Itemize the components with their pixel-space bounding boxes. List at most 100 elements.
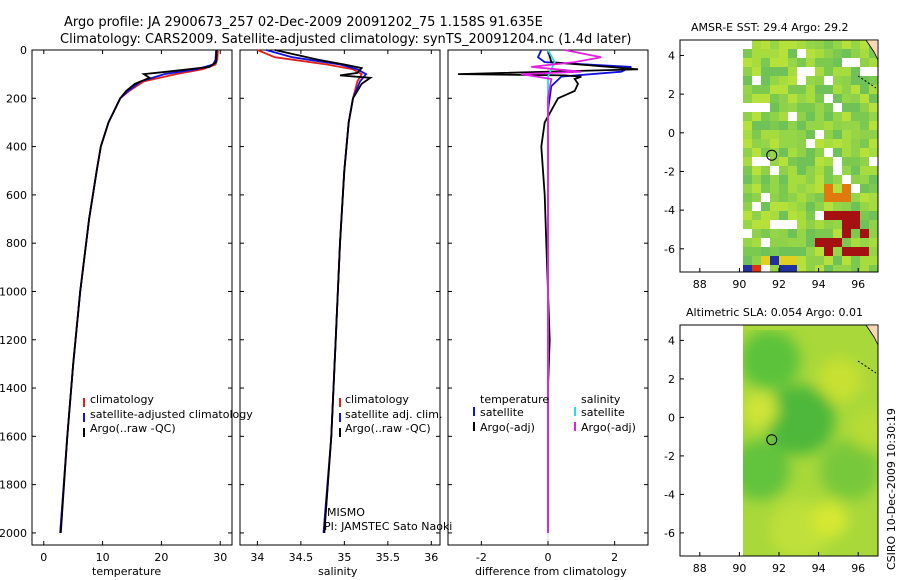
map-x-tick-label: 90 xyxy=(732,278,746,291)
legend-temperature-title: temperature xyxy=(480,393,549,406)
map-x-tick-label: 92 xyxy=(772,562,786,575)
sst-cell xyxy=(869,193,878,202)
sst-cell xyxy=(851,157,860,166)
sst-cell xyxy=(797,76,806,85)
sst-cell xyxy=(779,220,788,229)
map-y-tick-label: 0 xyxy=(668,411,675,424)
sst-cell xyxy=(797,85,806,94)
sst-cell xyxy=(815,193,824,202)
sst-cell xyxy=(833,166,842,175)
sst-cell xyxy=(743,121,752,130)
sst-cell xyxy=(860,67,869,76)
sst-cell xyxy=(833,247,842,256)
sst-cell xyxy=(842,211,851,220)
sst-cell xyxy=(842,220,851,229)
sst-cell xyxy=(869,67,878,76)
sst-cell xyxy=(797,49,806,58)
sst-cell xyxy=(770,157,779,166)
sst-cell xyxy=(824,229,833,238)
sst-cell xyxy=(815,85,824,94)
sst-cell xyxy=(824,202,833,211)
sst-cell xyxy=(806,121,815,130)
legend-sal-satellite-label: satellite xyxy=(581,406,625,419)
sst-cell xyxy=(752,211,761,220)
sst-map-axes: 88 90 92 94 96 4 2 0 -2 -4 -6 xyxy=(664,39,879,291)
sst-cell xyxy=(797,112,806,121)
sst-cell xyxy=(851,40,860,49)
sst-cell xyxy=(797,220,806,229)
sst-cell xyxy=(833,103,842,112)
sst-cell xyxy=(788,265,797,272)
sst-cell xyxy=(842,49,851,58)
sst-cell xyxy=(842,103,851,112)
sst-cell xyxy=(788,85,797,94)
sst-cell xyxy=(860,49,869,58)
sst-cell xyxy=(860,166,869,175)
sst-cell xyxy=(770,238,779,247)
sst-cell xyxy=(743,265,752,272)
map-x-tick-label: 94 xyxy=(812,562,826,575)
sst-cell xyxy=(851,211,860,220)
sst-cell xyxy=(797,148,806,157)
sst-cell xyxy=(851,193,860,202)
sst-cell xyxy=(761,184,770,193)
sla-heatmap xyxy=(743,325,878,556)
sst-cell xyxy=(797,265,806,272)
sst-cell xyxy=(806,130,815,139)
sst-cell xyxy=(797,58,806,67)
sst-cell xyxy=(770,139,779,148)
sst-cell xyxy=(743,67,752,76)
sst-cell xyxy=(788,67,797,76)
depth-tick-label: 0 xyxy=(20,44,27,57)
sst-cell xyxy=(761,94,770,103)
sst-cell xyxy=(860,103,869,112)
difference-xlabel: difference from climatology xyxy=(475,565,627,578)
sst-cell xyxy=(788,76,797,85)
sst-cell xyxy=(860,211,869,220)
depth-tick-label: 1800 xyxy=(0,479,27,492)
sst-cell xyxy=(761,175,770,184)
legend-satellite-label: satellite-adjusted climatology xyxy=(90,408,253,421)
sst-cell xyxy=(824,49,833,58)
sst-cell xyxy=(752,121,761,130)
sst-cell xyxy=(815,67,824,76)
sst-cell xyxy=(770,247,779,256)
sst-cell xyxy=(752,58,761,67)
x-tick-label: 10 xyxy=(96,551,110,564)
sst-cell xyxy=(779,76,788,85)
sst-cell xyxy=(824,247,833,256)
sst-cell xyxy=(743,166,752,175)
sst-cell xyxy=(833,139,842,148)
sst-cell xyxy=(788,202,797,211)
map-x-tick-label: 88 xyxy=(693,562,707,575)
sst-cell xyxy=(788,157,797,166)
sst-cell xyxy=(824,220,833,229)
sla-blob xyxy=(743,440,790,500)
sst-cell xyxy=(752,94,761,103)
sst-cell xyxy=(788,184,797,193)
temperature-legend: climatology satellite-adjusted climatolo… xyxy=(83,393,253,437)
series-line-blue xyxy=(265,49,368,533)
sst-cell xyxy=(806,166,815,175)
sst-cell xyxy=(770,256,779,265)
sst-cell xyxy=(743,229,752,238)
sst-cell xyxy=(824,193,833,202)
difference-legend: temperature satellite Argo(-adj) salinit… xyxy=(473,393,636,434)
land-polygon xyxy=(865,324,879,346)
sla-map-axes: 88 90 92 94 96 4 2 0 -2 -4 -6 xyxy=(664,324,879,575)
sst-cell xyxy=(788,193,797,202)
depth-tick-label: 400 xyxy=(6,141,27,154)
sst-cell xyxy=(770,193,779,202)
sst-cell xyxy=(779,247,788,256)
sst-cell xyxy=(833,202,842,211)
sst-cell xyxy=(860,238,869,247)
sst-cell xyxy=(815,256,824,265)
sst-cell xyxy=(851,229,860,238)
sst-cell xyxy=(860,256,869,265)
sst-cell xyxy=(761,58,770,67)
sst-cell xyxy=(752,112,761,121)
sst-cell xyxy=(797,202,806,211)
sst-cell xyxy=(851,112,860,121)
legend-sal-argo-label: Argo(-adj) xyxy=(581,421,636,434)
sst-cell xyxy=(815,238,824,247)
